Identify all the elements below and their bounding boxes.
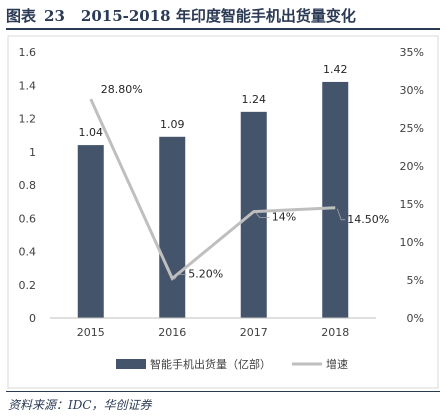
y-left-tick-label: 1.2 (19, 113, 37, 126)
y-left-tick-label: 0.8 (19, 179, 37, 192)
line-label-leader (336, 208, 346, 221)
y-right-tick-label: 15% (400, 198, 424, 211)
source-note: 资料来源：IDC，华创证券 (8, 398, 152, 412)
line-label-leader (255, 212, 270, 219)
y-left-tick-label: 0 (29, 312, 36, 325)
line-label-leader (173, 274, 187, 280)
y-left-tick-label: 0.4 (19, 246, 37, 259)
y-left-tick-label: 0.2 (19, 279, 37, 292)
x-tick-label: 2018 (321, 326, 349, 339)
figure-label: 图表 (6, 7, 37, 25)
chart-border (7, 35, 439, 389)
y-right-tick-label: 25% (400, 122, 424, 135)
bar-value-label: 1.04 (79, 126, 104, 139)
line-value-label: 28.80% (101, 83, 143, 96)
y-left-tick-label: 1.6 (19, 46, 37, 59)
y-left-tick-label: 1 (29, 146, 36, 159)
bar (77, 145, 104, 318)
y-right-tick-label: 20% (400, 160, 424, 173)
legend-bar-swatch (116, 359, 146, 369)
y-right-tick-label: 35% (400, 46, 424, 59)
chart-frame: 0 0.2 0.4 0.6 0.8 1 1.2 1.4 1.6 0% 5% 10% 15% 20% 25% 3… (0, 34, 446, 392)
figure-title-text: 2015-2018 年印度智能手机出货量变化 (80, 7, 356, 25)
x-tick-label: 2017 (240, 326, 268, 339)
bar-value-label: 1.42 (323, 63, 348, 76)
line-value-label: 14% (272, 211, 296, 224)
bar-value-label: 1.24 (242, 93, 267, 106)
line-value-label: 5.20% (188, 267, 223, 280)
y-right-tick-label: 10% (400, 236, 424, 249)
y-right-tick-label: 30% (400, 84, 424, 97)
y-left-tick-label: 1.4 (19, 79, 37, 92)
y-right-tick-label: 5% (407, 274, 424, 287)
bottom-rule (6, 391, 440, 392)
y-left-tick-label: 0.6 (19, 212, 37, 225)
y-right-tick-label: 0% (407, 312, 424, 325)
chart: 0 0.2 0.4 0.6 0.8 1 1.2 1.4 1.6 0% 5% 10% 15% 20% 25% 3… (7, 35, 439, 389)
legend-bar-label: 智能手机出货量（亿部） (150, 357, 271, 371)
figure-number: 23 (44, 7, 65, 25)
line-value-label: 14.50% (347, 213, 389, 226)
legend-line-label: 增速 (326, 357, 348, 371)
bar (159, 136, 186, 318)
figure-title: 图表 23 2015-2018 年印度智能手机出货量变化 (6, 4, 440, 30)
bar (322, 81, 349, 318)
growth-line (89, 98, 336, 281)
bar-value-label: 1.09 (160, 118, 185, 131)
bar (240, 111, 267, 318)
x-tick-label: 2015 (77, 326, 105, 339)
x-tick-label: 2016 (158, 326, 186, 339)
